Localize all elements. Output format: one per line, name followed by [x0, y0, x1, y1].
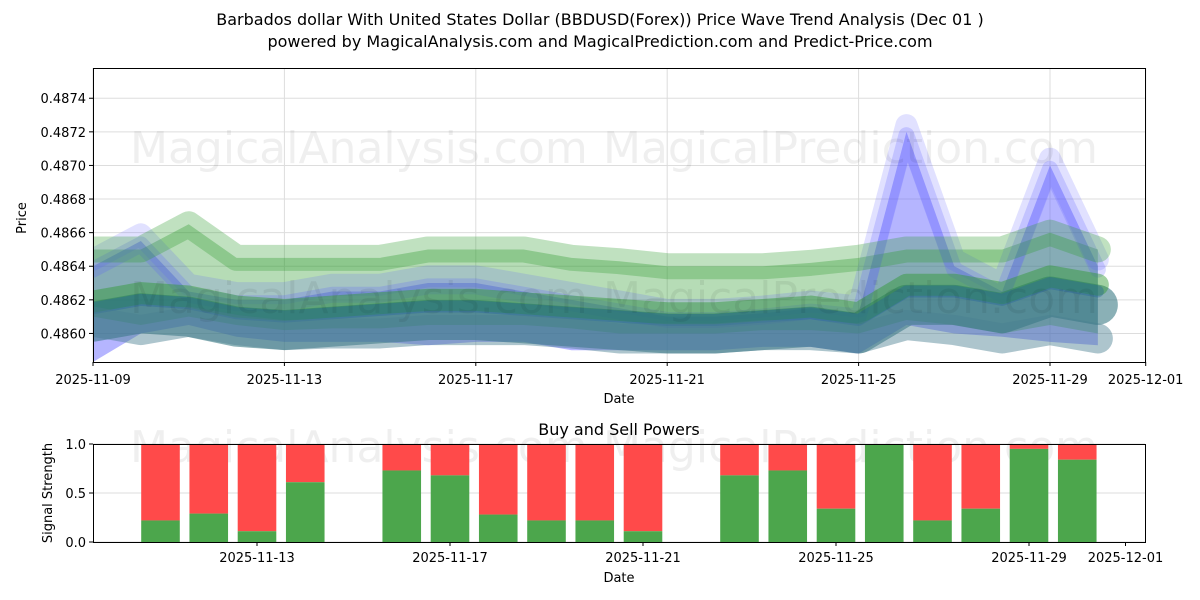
sell-bar	[768, 444, 808, 471]
price-x-axis-label: Date	[603, 392, 634, 407]
svg-text:0.4860: 0.4860	[41, 327, 87, 342]
svg-text:2025-12-01: 2025-12-01	[1088, 551, 1164, 566]
bar-y-axis-label: Signal Strength	[41, 443, 56, 543]
sell-bar	[430, 444, 470, 476]
svg-text:0.4866: 0.4866	[41, 227, 87, 242]
svg-text:0.4864: 0.4864	[41, 260, 87, 275]
buy-bar	[1009, 448, 1049, 542]
svg-text:2025-11-17: 2025-11-17	[412, 551, 488, 566]
svg-text:0.4870: 0.4870	[41, 159, 87, 174]
sell-bar	[961, 444, 1001, 509]
sell-bar	[478, 444, 518, 515]
bar-y-axis: 0.0 0.5 1.0	[65, 438, 93, 551]
sell-bar	[285, 444, 325, 483]
buy-bar	[623, 531, 663, 542]
price-chart-frame	[93, 68, 1146, 363]
sell-bar	[720, 444, 759, 476]
buy-bar	[382, 470, 422, 542]
sell-bar	[575, 444, 615, 521]
svg-text:1.0: 1.0	[65, 438, 86, 453]
sell-bar	[382, 444, 422, 471]
bar-x-axis-label: Date	[603, 571, 634, 586]
sell-bar	[237, 444, 277, 532]
buy-bar	[527, 520, 566, 542]
sell-bar	[1057, 444, 1097, 460]
svg-text:2025-11-21: 2025-11-21	[605, 551, 681, 566]
sell-bar	[189, 444, 229, 514]
svg-text:2025-11-25: 2025-11-25	[821, 373, 897, 388]
sell-bar	[623, 444, 663, 532]
buy-bar	[913, 520, 952, 542]
price-y-axis: 0.4860 0.4862 0.4864 0.4866 0.4868 0.4870 0.48…	[41, 92, 93, 342]
svg-text:0.5: 0.5	[65, 487, 86, 502]
watermark-mid-right: MagicalPrediction.com	[603, 273, 1098, 324]
buy-bar	[478, 514, 518, 542]
chart-subtitle: powered by MagicalAnalysis.com and Magic…	[267, 32, 933, 51]
buy-bar	[430, 475, 470, 542]
svg-text:0.4874: 0.4874	[41, 92, 87, 107]
svg-text:2025-11-25: 2025-11-25	[798, 551, 874, 566]
buy-bar	[237, 531, 277, 542]
svg-text:2025-11-29: 2025-11-29	[1012, 373, 1088, 388]
watermark-mid-left: MagicalAnalysis.com	[130, 273, 588, 324]
buy-bar	[285, 482, 325, 542]
buy-bar	[141, 520, 180, 542]
svg-text:2025-11-13: 2025-11-13	[219, 551, 295, 566]
sell-bar	[816, 444, 856, 509]
buy-bar	[1057, 459, 1097, 542]
watermark-top-left: MagicalAnalysis.com	[130, 123, 588, 174]
svg-text:2025-12-01: 2025-12-01	[1108, 373, 1184, 388]
svg-text:2025-11-09: 2025-11-09	[55, 373, 131, 388]
svg-text:2025-11-17: 2025-11-17	[438, 373, 514, 388]
price-y-axis-label: Price	[15, 202, 30, 234]
svg-text:2025-11-29: 2025-11-29	[991, 551, 1067, 566]
buy-bar	[768, 470, 808, 542]
price-wave-layers	[93, 114, 1118, 362]
sell-bar	[1009, 444, 1049, 449]
chart-title: Barbados dollar With United States Dolla…	[216, 10, 984, 29]
bar-x-axis: 2025-11-13 2025-11-17 2025-11-21 2025-11-25…	[219, 542, 1163, 566]
price-x-axis: 2025-11-09 2025-11-13 2025-11-17 2025-11-21…	[55, 362, 1183, 388]
svg-text:2025-11-13: 2025-11-13	[247, 373, 323, 388]
buy-bar	[961, 508, 1001, 542]
svg-text:0.0: 0.0	[65, 536, 86, 551]
svg-text:0.4862: 0.4862	[41, 294, 87, 309]
watermark-top-right: MagicalPrediction.com	[603, 123, 1098, 174]
bar-chart-frame	[93, 444, 1146, 543]
buy-bar	[189, 513, 229, 542]
buy-sell-bars	[141, 444, 1097, 542]
buy-bar	[816, 508, 856, 542]
buy-bar	[864, 444, 904, 542]
sell-bar	[141, 444, 180, 521]
svg-text:0.4872: 0.4872	[41, 126, 87, 141]
svg-text:2025-11-21: 2025-11-21	[629, 373, 705, 388]
svg-text:0.4868: 0.4868	[41, 193, 87, 208]
sell-bar	[527, 444, 566, 521]
sell-bar	[913, 444, 952, 521]
buy-bar	[720, 475, 759, 542]
bar-chart-title: Buy and Sell Powers	[538, 420, 700, 439]
buy-bar	[575, 520, 615, 542]
